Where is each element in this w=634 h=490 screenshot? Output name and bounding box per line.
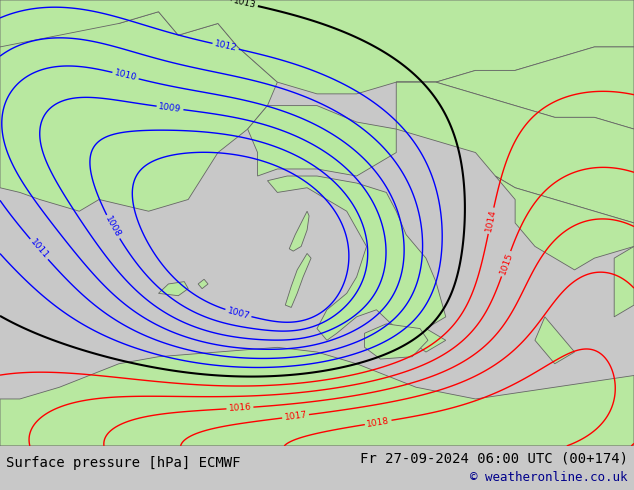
- Text: 1008: 1008: [103, 215, 122, 239]
- Text: 1017: 1017: [283, 411, 307, 422]
- Text: 1010: 1010: [113, 69, 138, 83]
- Text: Fr 27-09-2024 06:00 UTC (00+174): Fr 27-09-2024 06:00 UTC (00+174): [359, 451, 628, 465]
- Polygon shape: [495, 176, 634, 270]
- Text: 1013: 1013: [233, 0, 257, 10]
- Text: 1009: 1009: [158, 102, 182, 114]
- Polygon shape: [396, 82, 634, 223]
- Polygon shape: [158, 282, 188, 295]
- Polygon shape: [535, 317, 574, 364]
- Text: 1007: 1007: [226, 306, 250, 321]
- Polygon shape: [0, 0, 278, 211]
- Polygon shape: [0, 347, 634, 446]
- Polygon shape: [198, 279, 208, 289]
- Text: 1011: 1011: [28, 238, 50, 261]
- Text: 1014: 1014: [484, 209, 498, 233]
- Polygon shape: [268, 176, 446, 352]
- Text: 1015: 1015: [498, 251, 514, 276]
- Polygon shape: [285, 253, 311, 307]
- Text: 1012: 1012: [214, 39, 238, 53]
- Polygon shape: [289, 211, 309, 251]
- Polygon shape: [396, 47, 634, 129]
- Text: © weatheronline.co.uk: © weatheronline.co.uk: [470, 471, 628, 484]
- Text: 1018: 1018: [366, 416, 391, 429]
- Polygon shape: [0, 0, 634, 94]
- Polygon shape: [365, 324, 428, 359]
- Text: Surface pressure [hPa] ECMWF: Surface pressure [hPa] ECMWF: [6, 456, 241, 469]
- Polygon shape: [248, 106, 396, 176]
- Text: 1016: 1016: [228, 403, 252, 413]
- Polygon shape: [614, 246, 634, 317]
